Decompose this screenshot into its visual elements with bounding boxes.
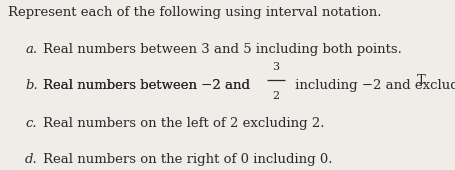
Text: c.: c. (25, 117, 36, 130)
Text: a.: a. (25, 43, 37, 56)
Text: Represent each of the following using interval notation.: Represent each of the following using in… (8, 6, 381, 19)
Text: including −2 and excluding: including −2 and excluding (290, 79, 455, 92)
Text: Real numbers on the left of 2 excluding 2.: Real numbers on the left of 2 excluding … (43, 117, 324, 130)
Text: Real numbers between −2 and: Real numbers between −2 and (43, 79, 254, 92)
Text: d.: d. (25, 153, 38, 166)
Text: b.: b. (25, 79, 38, 92)
Text: T: T (416, 74, 425, 87)
Text: 3: 3 (272, 62, 279, 72)
Text: Real numbers on the right of 0 including 0.: Real numbers on the right of 0 including… (43, 153, 332, 166)
Text: Real numbers between −2 and: Real numbers between −2 and (43, 79, 254, 92)
Text: 2: 2 (272, 91, 279, 101)
Text: Real numbers between 3 and 5 including both points.: Real numbers between 3 and 5 including b… (43, 43, 401, 56)
